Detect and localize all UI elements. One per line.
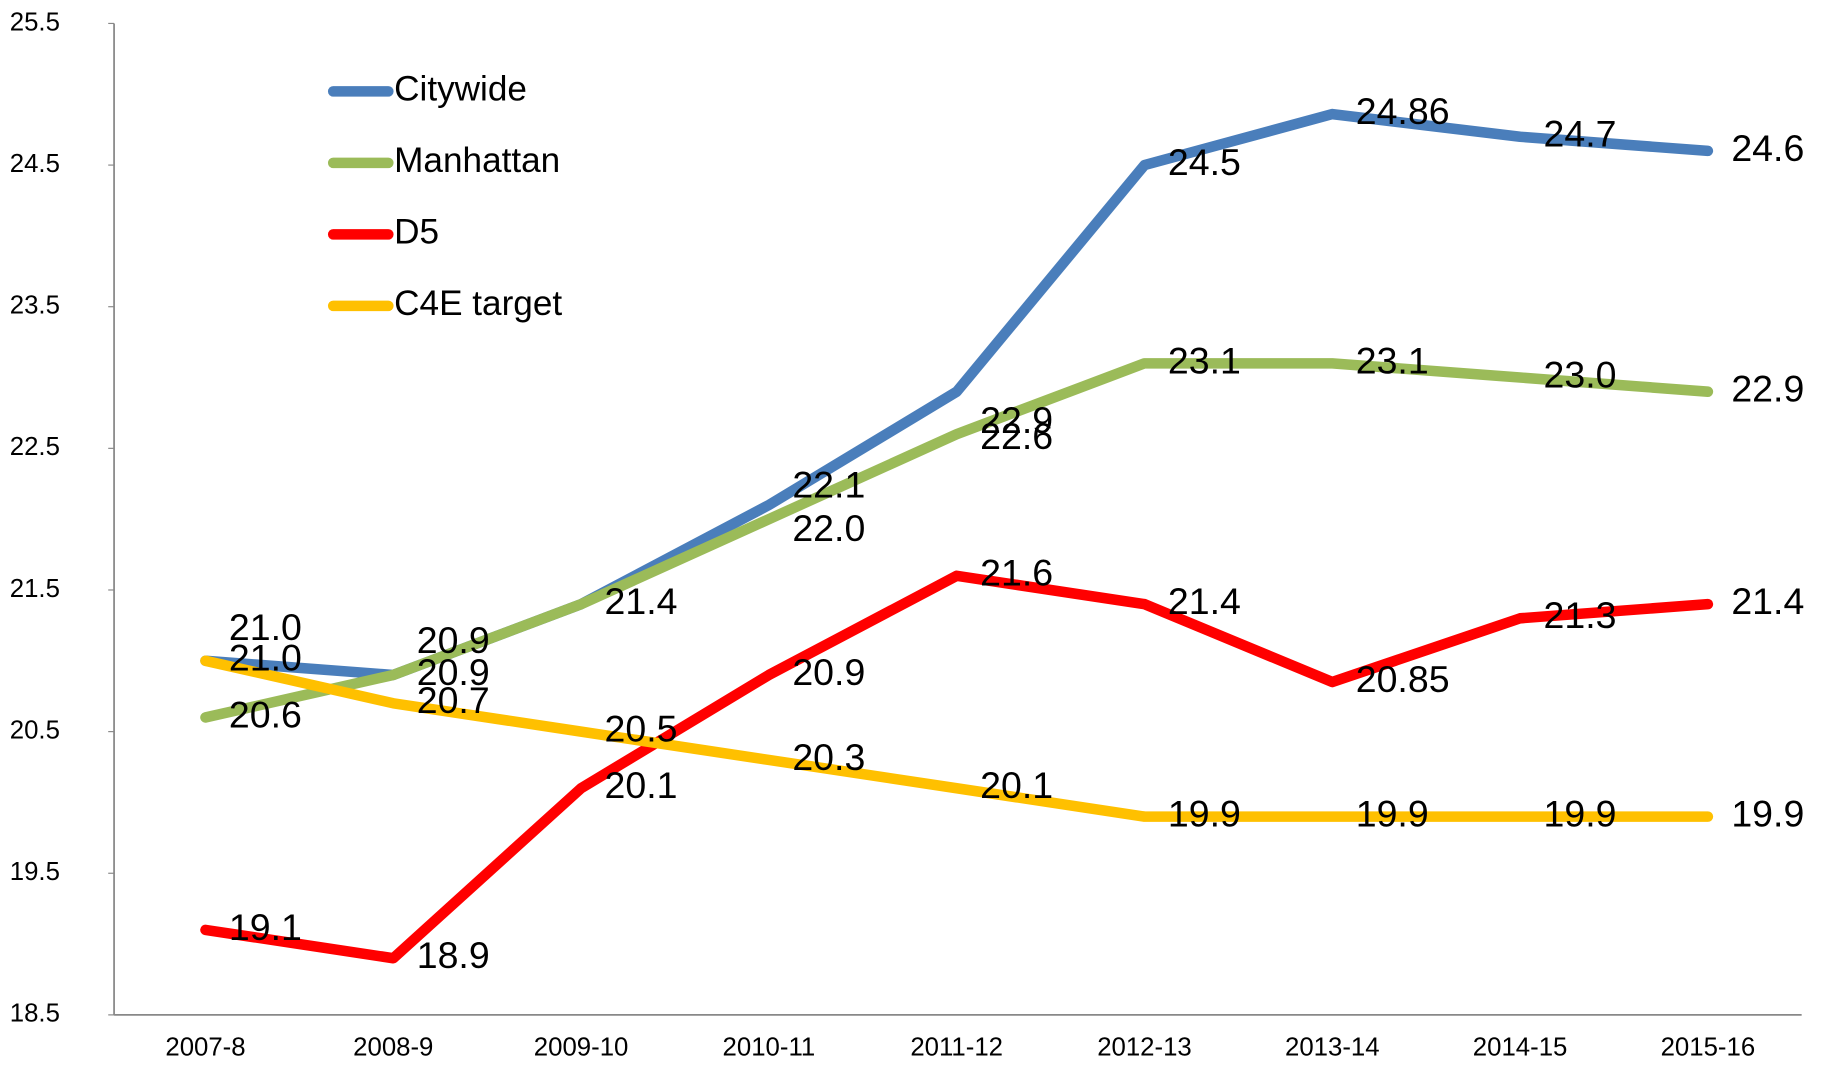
value-label: 20.1 — [605, 764, 678, 806]
legend-label: Manhattan — [394, 141, 560, 180]
y-tick-label: 21.5 — [10, 575, 60, 603]
value-label: 20.85 — [1356, 658, 1450, 700]
value-label: 19.9 — [1731, 793, 1804, 835]
value-label: 20.9 — [792, 651, 865, 693]
value-label: 20.6 — [229, 693, 302, 735]
x-tick-label: 2011-12 — [910, 1034, 1003, 1062]
legend-label: C4E target — [394, 284, 562, 323]
y-tick-label: 19.5 — [10, 858, 60, 886]
y-tick-label: 18.5 — [10, 1000, 60, 1028]
y-tick-label: 24.5 — [10, 150, 60, 178]
value-label: 20.9 — [417, 619, 490, 661]
legend-label: D5 — [394, 213, 439, 252]
value-label: 20.3 — [792, 736, 865, 778]
series-line — [200, 655, 1714, 822]
y-tick-label: 23.5 — [10, 292, 60, 320]
series-line — [200, 108, 1714, 681]
value-label: 20.5 — [605, 708, 678, 750]
value-label: 21.4 — [605, 580, 678, 622]
value-label: 23.1 — [1356, 339, 1429, 381]
x-tick-label: 2012-13 — [1097, 1034, 1192, 1062]
value-label: 23.0 — [1544, 353, 1617, 395]
value-label: 19.9 — [1168, 793, 1241, 835]
x-tick-label: 2009-10 — [534, 1034, 629, 1062]
value-label: 19.9 — [1356, 793, 1429, 835]
series-line — [200, 358, 1714, 723]
value-label: 21.3 — [1544, 594, 1617, 636]
value-label: 22.9 — [1731, 368, 1804, 410]
value-label: 24.7 — [1544, 113, 1617, 155]
value-label: 19.9 — [1544, 793, 1617, 835]
x-tick-label: 2013-14 — [1285, 1034, 1380, 1062]
legend-label: Citywide — [394, 70, 527, 109]
value-label: 24.86 — [1356, 90, 1450, 132]
value-label: 23.1 — [1168, 339, 1241, 381]
x-tick-label: 2007-8 — [165, 1034, 245, 1062]
value-label: 22.6 — [980, 415, 1053, 457]
value-label: 20.7 — [417, 679, 490, 721]
value-label: 21.6 — [980, 552, 1053, 594]
value-label: 21.0 — [229, 606, 302, 648]
x-tick-label: 2010-11 — [723, 1034, 816, 1062]
y-tick-label: 22.5 — [10, 433, 60, 461]
value-label: 20.1 — [980, 764, 1053, 806]
value-label: 24.5 — [1168, 141, 1241, 183]
value-label: 18.9 — [417, 934, 490, 976]
value-label: 21.0 — [229, 637, 302, 679]
value-label: 21.4 — [1168, 580, 1241, 622]
value-label: 19.1 — [229, 906, 302, 948]
value-label: 20.9 — [417, 651, 490, 693]
series-line — [200, 570, 1714, 964]
value-label: 22.0 — [792, 507, 865, 549]
x-tick-label: 2008-9 — [353, 1034, 433, 1062]
value-label: 22.1 — [792, 463, 865, 505]
y-tick-label: 20.5 — [10, 716, 60, 744]
value-label: 24.6 — [1731, 127, 1804, 169]
y-tick-label: 25.5 — [10, 8, 60, 36]
x-tick-label: 2014-15 — [1473, 1034, 1568, 1062]
value-label: 22.9 — [980, 399, 1053, 441]
x-tick-label: 2015-16 — [1661, 1034, 1756, 1062]
value-label: 21.4 — [1731, 580, 1804, 622]
